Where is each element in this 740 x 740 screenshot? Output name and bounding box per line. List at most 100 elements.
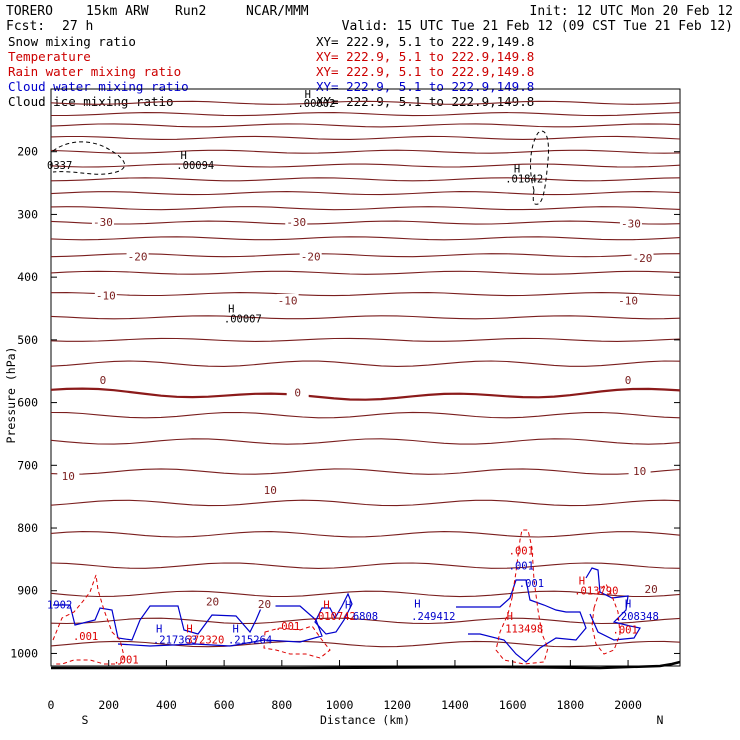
maxima-label-22: .001 <box>275 621 300 633</box>
contour-labels: -30 -30 -30 -20 -20 -20 -10 -10 -10 0 0 0 10 10 10 20 20… <box>57 215 663 611</box>
contour-label-11: 0 <box>625 374 632 387</box>
x-tick-label-9: 1800 <box>557 698 585 712</box>
legend: Snow mixing ratio XY= 222.9, 5.1 to 222.… <box>8 34 534 109</box>
legend-xy-2: XY= 222.9, 5.1 to 222.9,149.8 <box>316 64 534 79</box>
contour-label-bg-13 <box>259 483 282 496</box>
temperature-contour-14 <box>50 315 681 320</box>
temperature-contour-17 <box>50 387 681 401</box>
header-fcst-label: Fcst: <box>6 19 45 34</box>
maxima-label-8: .00007 <box>224 314 262 326</box>
snow-contour-left <box>52 141 125 175</box>
ground-surface <box>51 660 681 670</box>
x-tick-label-7: 1400 <box>441 698 469 712</box>
maxima-label-26: 6808 <box>353 611 378 623</box>
cloud-water-contour-3 <box>456 579 587 663</box>
contour-label-5: -20 <box>633 252 653 265</box>
figure-header: TORERO 15km ARW Run2 NCAR/MMM Init: 12 U… <box>6 4 733 34</box>
maxima-label-27: H <box>414 598 420 610</box>
temperature-contour-6 <box>50 177 681 182</box>
x-axis: 0 200 400 600 800 1000 1200 1400 1600 1800 2000 <box>48 660 642 712</box>
temperature-contour-12 <box>50 270 681 275</box>
maxima-label-3: .00094 <box>176 160 214 172</box>
x-tick-label-8: 1600 <box>499 698 527 712</box>
temperature-contour-19 <box>50 438 681 445</box>
temperature-contour-24 <box>50 590 681 598</box>
temperature-contour-15 <box>50 337 681 342</box>
plot-area: -30 -30 -30 -20 -20 -20 -10 -10 -10 0 0 0 10 10 10 20 20… <box>47 88 681 670</box>
contour-label-bg-11 <box>617 373 640 386</box>
y-tick-label-7: 900 <box>17 584 38 598</box>
hydrometeor-contours <box>51 130 681 670</box>
maxima-label-4: H <box>514 164 520 176</box>
maxima-label-1: .00002 <box>297 98 335 110</box>
x-tick-label-1: 200 <box>98 698 119 712</box>
temperature-contour-25 <box>50 617 681 625</box>
cloud-water-contour-2 <box>314 592 353 635</box>
temperature-contours <box>50 100 681 648</box>
rain-contour-3 <box>495 529 549 665</box>
y-tick-label-8: 1000 <box>10 646 38 660</box>
temperature-contour-23 <box>50 562 681 569</box>
temperature-contour-10 <box>50 236 681 241</box>
contour-label-bg-4 <box>299 250 322 263</box>
temperature-contour-3 <box>50 135 681 140</box>
y-tick-label-0: 200 <box>17 145 38 159</box>
maxima-label-33: .001 <box>613 625 638 637</box>
legend-name-4: Cloud ice mixing ratio <box>8 94 174 109</box>
maxima-label-17: .217363 <box>153 635 197 647</box>
y-tick-label-5: 700 <box>17 458 38 472</box>
maxima-label-6: 0337 <box>47 160 72 172</box>
maxima-label-13: .013790 <box>574 586 618 598</box>
contour-label-bg-2 <box>619 216 642 229</box>
y-tick-label-3: 500 <box>17 333 38 347</box>
maxima-label-7: H <box>228 304 234 316</box>
header-org: NCAR/MMM <box>246 4 309 19</box>
y-tick-label-2: 400 <box>17 270 38 284</box>
header-valid: Valid: 15 UTC Tue 21 Feb 12 (09 CST Tue … <box>342 19 733 34</box>
maxima-label-31: H <box>625 598 631 610</box>
x-tick-label-3: 600 <box>214 698 235 712</box>
contour-label-9: 0 <box>100 374 107 387</box>
temperature-contour-2 <box>50 123 681 128</box>
maxima-label-5: .01842 <box>505 174 543 186</box>
y-tick-label-6: 800 <box>17 521 38 535</box>
x-tick-label-2: 400 <box>156 698 177 712</box>
temperature-contour-22 <box>50 531 681 538</box>
temperature-contour-16 <box>50 360 681 367</box>
contour-label-bg-15 <box>640 582 663 595</box>
y-axis-label: Pressure (hPa) <box>4 347 18 444</box>
temperature-contour-7 <box>50 191 681 196</box>
contour-label-16: 20 <box>258 598 271 611</box>
x-axis-end-left: S <box>82 713 89 727</box>
maxima-label-15: .001 <box>73 631 98 643</box>
contour-label-15: 20 <box>645 583 658 596</box>
snow-contour-right <box>530 130 549 205</box>
temperature-contour-26 <box>50 640 681 648</box>
legend-name-1: Temperature <box>8 49 91 64</box>
contour-label-bg-8 <box>617 293 640 306</box>
temperature-contour-5 <box>50 163 681 168</box>
temperature-contour-4 <box>50 149 681 154</box>
header-fcst-value: 27 h <box>62 19 93 34</box>
legend-name-2: Rain water mixing ratio <box>8 64 181 79</box>
contour-label-bg-7 <box>276 293 299 306</box>
header-resolution: 15km ARW <box>86 4 149 19</box>
maxima-label-14: 1902 <box>47 600 72 612</box>
temperature-contour-1 <box>51 112 681 117</box>
legend-name-0: Snow mixing ratio <box>8 34 136 49</box>
y-tick-label-4: 600 <box>17 396 38 410</box>
x-tick-label-4: 800 <box>271 698 292 712</box>
contour-label-bg-9 <box>91 373 114 386</box>
x-axis-end-right: N <box>657 713 664 727</box>
contour-label-bg-14 <box>628 464 651 477</box>
contour-label-bg-3 <box>126 250 149 263</box>
contour-label-bg-16 <box>253 597 276 610</box>
maxima-label-30: 113498 <box>505 623 543 635</box>
maxima-label-34: .001 <box>113 655 138 667</box>
contour-label-14: 10 <box>633 465 646 478</box>
contour-label-bg-1 <box>285 215 308 228</box>
contour-label-13: 10 <box>264 484 277 497</box>
x-tick-label-6: 1200 <box>383 698 411 712</box>
maxima-label-18: H <box>186 623 192 635</box>
